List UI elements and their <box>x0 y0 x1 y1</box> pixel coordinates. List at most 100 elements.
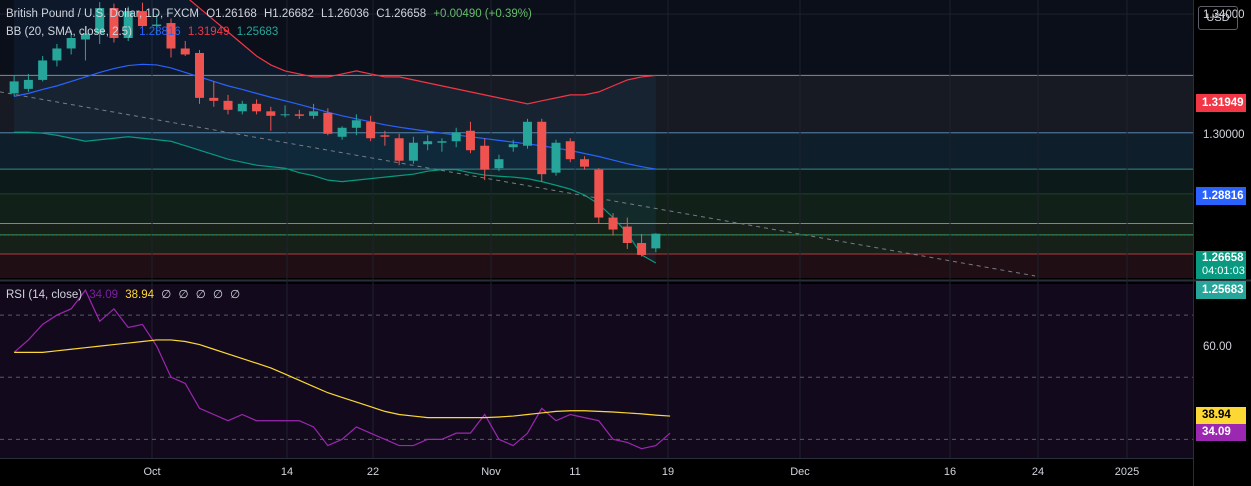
candle <box>252 99 262 115</box>
time-tick-label: 14 <box>281 466 293 478</box>
candle <box>223 94 233 115</box>
rsi-ma-value: 38.94 <box>125 289 155 301</box>
empty-value: ∅ <box>230 289 241 301</box>
candle <box>522 118 532 149</box>
candle <box>123 6 133 41</box>
candle <box>280 105 290 118</box>
rsi-legend: RSI (14, close) 34.09 38.94 ∅ ∅ ∅ ∅ ∅ <box>6 287 244 301</box>
candle-body <box>38 60 48 80</box>
rsi-price-label: 34.09 <box>1196 424 1246 441</box>
rsi-ma-line <box>14 339 671 419</box>
candle <box>394 133 404 166</box>
candle-body <box>337 127 347 137</box>
candle <box>622 217 632 249</box>
candle-body <box>123 11 133 39</box>
rsi-label: RSI (14, close) <box>6 289 83 301</box>
rsi-line <box>13 289 671 450</box>
candle <box>651 233 661 253</box>
empty-value: ∅ <box>161 289 172 301</box>
bb-upper-value: 1.31949 <box>187 26 230 38</box>
candle-body <box>95 8 105 34</box>
candle-body <box>266 111 276 116</box>
last-price-value: 1.26658 <box>1202 252 1244 264</box>
candle-body <box>408 142 418 161</box>
candle-body <box>437 141 447 143</box>
candle-body <box>637 242 647 255</box>
candle-body <box>180 48 190 55</box>
candle-body <box>166 23 176 49</box>
candle-body <box>394 138 404 161</box>
high-value: H1.26682 <box>263 8 314 20</box>
candle <box>408 136 418 164</box>
candle-body <box>522 121 532 146</box>
candle <box>323 108 333 136</box>
candle-body <box>465 130 475 151</box>
candle-body <box>66 38 76 49</box>
candle-body <box>423 141 433 145</box>
close-value: C1.26658 <box>376 8 427 20</box>
candle <box>480 138 490 181</box>
lower-band-price-label: 1.25683 <box>1196 281 1246 299</box>
bb-legend: BB (20, SMA, close, 2.5) 1.28816 1.31949… <box>6 26 282 38</box>
candle <box>152 14 162 36</box>
bollinger-fill <box>14 0 656 264</box>
open-value: O1.26168 <box>206 8 257 20</box>
candle-body <box>195 52 205 98</box>
candle <box>66 30 76 55</box>
time-tick-label: Dec <box>790 466 810 478</box>
candle-body <box>294 114 304 116</box>
candle <box>451 127 461 148</box>
symbol-title: British Pound / U.S. Dollar, 1D, FXCM <box>6 8 200 20</box>
candle <box>23 73 33 92</box>
candle <box>180 40 190 56</box>
bb-upper-line <box>188 0 656 105</box>
candle-body <box>23 79 33 89</box>
candle <box>109 3 119 43</box>
candle-body <box>565 141 575 160</box>
price-tick-label: 1.30000 <box>1203 129 1245 141</box>
candle-body <box>209 97 219 101</box>
candle <box>52 43 62 67</box>
candle-body <box>237 103 247 112</box>
bb-basis-line <box>14 63 656 170</box>
candle <box>309 103 319 119</box>
candle <box>195 49 205 104</box>
candle-body <box>580 159 590 167</box>
rsi-value: 34.09 <box>89 289 119 301</box>
price-zone <box>0 253 1193 278</box>
candle <box>494 154 504 172</box>
candle-body <box>608 217 618 230</box>
candle-body <box>9 81 19 94</box>
candle <box>380 130 390 146</box>
candle-body <box>380 135 390 137</box>
candle <box>508 139 518 152</box>
candle <box>537 118 547 182</box>
countdown-value: 04:01:03 <box>1202 265 1245 277</box>
candle <box>551 139 561 176</box>
bb-label: BB (20, SMA, close, 2.5) <box>6 26 132 38</box>
rsi-tick-label: 60.00 <box>1203 341 1232 353</box>
candle-body <box>280 114 290 116</box>
time-tick-label: 2025 <box>1115 466 1139 478</box>
candle-body <box>451 132 461 142</box>
currency-button[interactable]: USD <box>1198 6 1238 30</box>
candle-body <box>480 145 490 170</box>
candle <box>594 168 604 224</box>
empty-value: ∅ <box>178 289 189 301</box>
candle-body <box>109 8 119 39</box>
candle <box>166 18 176 58</box>
upper-band-price-label: 1.31949 <box>1196 94 1246 112</box>
candle-body <box>366 121 376 139</box>
time-tick-label: 11 <box>569 466 580 478</box>
candle-body <box>137 11 147 27</box>
candle <box>608 213 618 236</box>
bb-lower-line <box>14 131 657 264</box>
candle <box>465 121 475 154</box>
candle <box>423 135 433 151</box>
candle-body <box>323 112 333 134</box>
candle <box>137 2 147 30</box>
candle <box>80 26 90 61</box>
bb-basis-value: 1.28816 <box>139 26 181 38</box>
time-tick-label: 16 <box>944 466 956 478</box>
